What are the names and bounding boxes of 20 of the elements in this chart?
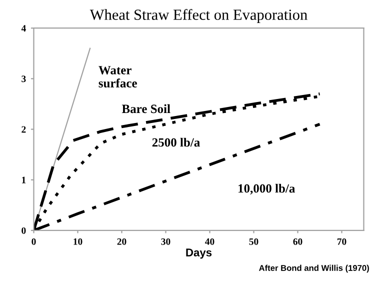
x-tick-label: 10 — [74, 238, 82, 245]
x-tick-label: 20 — [117, 238, 126, 245]
y-tick-label: 1 — [22, 176, 26, 184]
y-tick-label: 2 — [22, 126, 26, 133]
x-tick-label: 0 — [32, 238, 36, 245]
x-tick-label: 70 — [337, 238, 346, 245]
x-tick-label: 50 — [249, 238, 258, 245]
text: After Bond and Willis (1970) — [259, 264, 369, 273]
chart-title: Wheat Straw Effect on Evaporation — [90, 9, 308, 24]
y-tick-label: 0 — [22, 227, 26, 234]
text: 10,000 lb/a — [238, 184, 295, 194]
x-tick-label: 60 — [293, 238, 302, 245]
series-label: 2500 lb/a — [152, 138, 200, 147]
y-tick-label: 3 — [22, 76, 26, 82]
series-label: Bare Soil — [122, 104, 170, 114]
y-tick-label: 4 — [21, 25, 26, 32]
series-label: Water surface — [98, 66, 137, 88]
x-tick-label: 40 — [205, 238, 214, 245]
x-axis-title: Days — [186, 248, 212, 259]
x-tick-label: 30 — [161, 238, 170, 245]
